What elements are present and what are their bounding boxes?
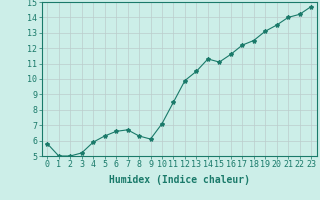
X-axis label: Humidex (Indice chaleur): Humidex (Indice chaleur) [109, 175, 250, 185]
